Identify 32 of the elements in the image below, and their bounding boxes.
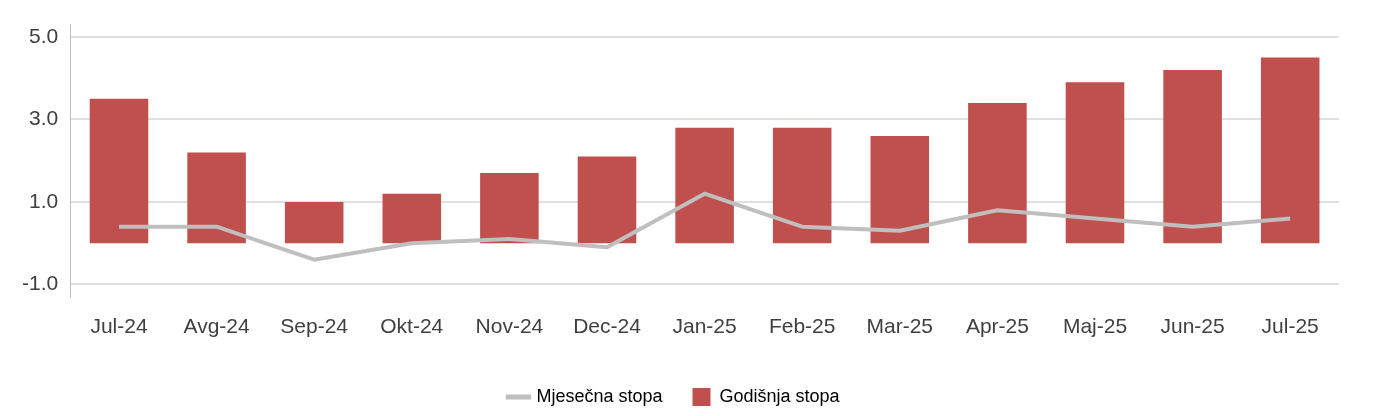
y-tick-label: 3.0 [28, 106, 59, 130]
bar [1260, 57, 1320, 244]
legend-label: Mjesečna stopa [536, 385, 664, 406]
bar [284, 201, 344, 244]
x-tick-label: Jul-24 [90, 314, 148, 338]
bar [1065, 82, 1125, 244]
bar [772, 127, 832, 244]
bar [968, 102, 1027, 244]
x-tick-label: Sep-24 [280, 314, 349, 338]
x-tick-label: Jul-25 [1261, 314, 1319, 338]
x-tick-label: Nov-24 [475, 314, 544, 338]
bar [480, 173, 539, 244]
bar [89, 98, 149, 244]
bar [577, 156, 637, 244]
bar [870, 135, 930, 244]
y-tick-label: -1.0 [22, 271, 59, 295]
legend-label: Godišnja stopa [719, 385, 841, 406]
bar [1163, 69, 1222, 244]
bar [187, 152, 246, 244]
bar [382, 193, 442, 244]
x-tick-label: Jun-25 [1160, 314, 1225, 338]
y-tick-label: 5.0 [28, 23, 59, 47]
x-tick-label: Mar-25 [866, 314, 934, 338]
x-tick-label: Jan-25 [672, 314, 737, 338]
x-tick-label: Feb-25 [768, 314, 836, 338]
y-tick-label: 1.0 [28, 188, 59, 212]
x-tick-label: Dec-24 [573, 314, 642, 338]
x-tick-label: Avg-24 [183, 314, 250, 338]
x-tick-label: Apr-25 [965, 314, 1029, 338]
x-tick-label: Okt-24 [380, 314, 444, 338]
x-tick-label: Maj-25 [1062, 314, 1128, 338]
bar [675, 127, 734, 244]
